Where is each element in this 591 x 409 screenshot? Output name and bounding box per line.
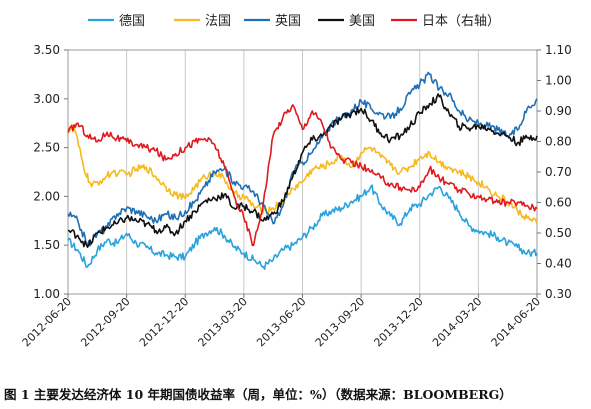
x-tick-label: 2012-09-20	[78, 295, 132, 349]
right-y-axis: 1.10 1.00 0.90 0.80 0.70 0.60 0.50 0.40 0.30	[537, 43, 572, 301]
series-line-3	[67, 93, 538, 248]
right-tick-label: 0.70	[545, 165, 572, 179]
legend-label-2: 英国	[275, 14, 301, 29]
legend-label-1: 法国	[205, 14, 231, 29]
right-tick-label: 0.60	[545, 196, 572, 210]
left-tick-label: 3.00	[33, 92, 60, 106]
left-tick-label: 3.50	[33, 43, 60, 57]
vertical-gridlines	[67, 50, 538, 294]
series-line-1	[67, 123, 538, 224]
x-tick-label: 2013-12-20	[371, 295, 425, 349]
x-tick-label: 2013-09-20	[313, 295, 367, 349]
left-tick-label: 2.00	[33, 189, 60, 203]
left-tick-label: 1.00	[33, 287, 60, 301]
series-line-2	[67, 71, 538, 247]
legend-label-4: 日本（右轴）	[422, 14, 500, 29]
series-line-0	[67, 184, 538, 271]
legend-label-0: 德国	[119, 14, 145, 29]
line-chart: 德国 法国 英国 美国 日本（右轴） 3.503.002.502.001.501.00 …	[20, 14, 572, 349]
left-y-axis: 3.50 3.00 2.50 2.00 1.50 1.00	[33, 43, 68, 301]
right-tick-label: 0.50	[545, 226, 572, 240]
left-tick-label: 2.50	[33, 141, 60, 155]
x-tick-label: 2014-06-20	[489, 295, 543, 349]
x-tick-label: 2013-03-20	[196, 295, 250, 349]
right-tick-label: 0.90	[545, 104, 572, 118]
x-tick-label: 2013-06-20	[254, 295, 308, 349]
series-lines	[67, 71, 538, 271]
right-tick-label: 1.00	[545, 74, 572, 88]
legend-label-3: 美国	[349, 14, 375, 29]
x-tick-label: 2012-12-20	[137, 295, 191, 349]
right-tick-label: 0.80	[545, 135, 572, 149]
x-tick-label: 2014-03-20	[430, 295, 484, 349]
left-tick-label: 1.50	[33, 238, 60, 252]
right-tick-label: 0.40	[545, 257, 572, 271]
right-tick-label: 1.10	[545, 43, 572, 57]
figure-caption: 图 1 主要发达经济体 10 年期国债收益率（周，单位：%）（数据来源：BLOO…	[4, 387, 512, 402]
x-tick-label: 2012-06-20	[20, 295, 74, 349]
series-line-4	[67, 104, 538, 247]
x-axis: 2012-06-20 2012-09-20 2012-12-20 2013-03-20…	[20, 294, 543, 349]
chart-legend: 德国 法国 英国 美国 日本（右轴）	[88, 14, 500, 29]
right-tick-label: 0.30	[545, 287, 572, 301]
